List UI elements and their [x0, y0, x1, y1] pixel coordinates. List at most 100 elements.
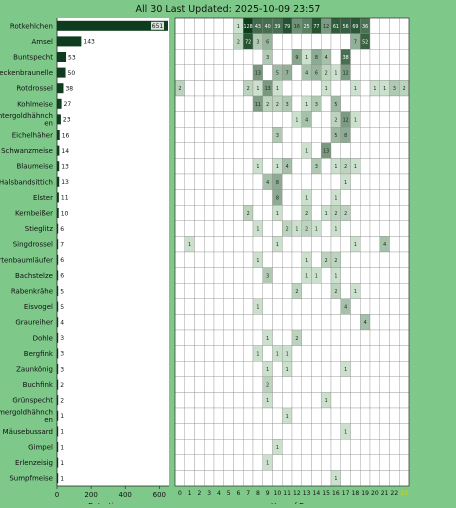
heatmap-cell	[184, 329, 195, 346]
species-bar	[57, 145, 60, 156]
heatmap-cell	[379, 267, 390, 284]
heatmap-cell-label: 2	[247, 86, 250, 92]
heatmap-cell	[174, 236, 185, 253]
heatmap-cell	[194, 423, 205, 440]
heatmap-cell	[194, 329, 205, 346]
heatmap-cell	[379, 283, 390, 299]
heatmap-cell	[389, 298, 400, 315]
value-label: 10	[61, 210, 69, 217]
heatmap-cell	[330, 345, 341, 362]
heatmap-cell	[233, 267, 244, 284]
species-bar	[57, 473, 59, 484]
heatmap-cell-label: 2	[247, 211, 250, 217]
heatmap-cell	[194, 251, 205, 268]
heatmap-cell-label: 2	[334, 289, 337, 295]
value-label: 27	[64, 101, 72, 108]
heatmap-cell	[223, 111, 234, 128]
hour-tick-label: 19	[361, 490, 369, 497]
heatmap-cell	[360, 283, 371, 299]
heatmap-cell	[399, 423, 410, 440]
heatmap-cell	[262, 64, 273, 81]
heatmap-cell	[321, 454, 332, 471]
heatmap-cell	[243, 423, 254, 440]
heatmap-cell	[174, 220, 185, 237]
value-label: 23	[63, 117, 71, 124]
heatmap-cell	[350, 392, 361, 409]
hour-tick-label: 12	[293, 490, 301, 497]
species-bar	[57, 52, 67, 62]
hour-tick-label: 1	[188, 490, 192, 497]
heatmap-cell	[369, 283, 380, 299]
heatmap-cell	[389, 236, 400, 253]
species-label: Erlenzeisig	[15, 459, 53, 467]
heatmap-cell	[321, 314, 332, 331]
hour-tick-label: 13	[303, 490, 311, 497]
heatmap-cell	[252, 111, 263, 128]
heatmap-cell-label: 1	[334, 227, 337, 233]
heatmap-cell	[243, 142, 254, 159]
heatmap-cell-label: 2	[266, 102, 269, 108]
heatmap-cell	[262, 158, 273, 175]
heatmap-cell	[213, 345, 224, 362]
heatmap-cell	[311, 454, 322, 471]
heatmap-cell-label: 1	[286, 414, 289, 420]
heatmap-cell	[204, 220, 215, 237]
heatmap-cell-label: 2	[403, 86, 406, 92]
heatmap-cell	[204, 439, 215, 455]
heatmap-cell	[301, 470, 312, 487]
heatmap-cell	[379, 220, 390, 237]
species-label: Gimpel	[28, 444, 53, 452]
heatmap-cell	[291, 361, 302, 377]
heatmap-cell	[321, 236, 332, 253]
heatmap-cell	[369, 314, 380, 331]
species-bar	[57, 395, 59, 406]
heatmap-cell	[360, 220, 371, 237]
heatmap-cell-label: 1	[325, 211, 328, 217]
heatmap-cell-label: 3	[276, 133, 279, 139]
heatmap-cell	[399, 267, 410, 284]
heatmap-cell-label: 25	[304, 24, 310, 30]
heatmap-cell	[350, 298, 361, 315]
species-bar	[57, 457, 59, 468]
heatmap-cell	[350, 345, 361, 362]
heatmap-cell	[204, 392, 215, 409]
heatmap-cell	[389, 17, 400, 34]
heatmap-cell	[321, 345, 332, 362]
heatmap-cell-label: 5	[334, 102, 337, 108]
heatmap-cell	[262, 236, 273, 253]
heatmap-cell	[291, 251, 302, 268]
heatmap-cell	[233, 423, 244, 440]
heatmap-cell	[194, 361, 205, 377]
heatmap-cell	[243, 361, 254, 377]
heatmap-cell	[204, 236, 215, 253]
heatmap-cell	[184, 283, 195, 299]
heatmap-cell	[379, 64, 390, 81]
heatmap-cell	[194, 439, 205, 455]
heatmap-cell	[321, 220, 332, 237]
heatmap-cell-label: 1	[256, 86, 259, 92]
heatmap-cell	[223, 189, 234, 206]
heatmap-cell	[174, 95, 185, 112]
heatmap-cell-label: 1	[305, 195, 308, 201]
heatmap-cell	[223, 454, 234, 471]
heatmap-cell	[204, 454, 215, 471]
heatmap-cell-label: 5	[276, 71, 279, 77]
heatmap-cell	[262, 439, 273, 455]
value-label: 16	[62, 132, 70, 139]
species-label: en	[44, 416, 53, 424]
heatmap-cell	[223, 95, 234, 112]
heatmap-cell	[223, 392, 234, 409]
heatmap-cell	[389, 127, 400, 143]
heatmap-cell	[379, 392, 390, 409]
heatmap-cell	[272, 220, 283, 237]
heatmap-cell	[350, 314, 361, 331]
heatmap-cell	[399, 376, 410, 393]
value-label: 4	[60, 320, 64, 327]
heatmap-cell	[233, 80, 244, 97]
species-bar	[57, 20, 168, 31]
heatmap-cell	[243, 267, 254, 284]
heatmap-cell	[213, 251, 224, 268]
heatmap-cell	[233, 283, 244, 299]
heatmap-cell	[213, 439, 224, 455]
heatmap-cell	[340, 329, 351, 346]
